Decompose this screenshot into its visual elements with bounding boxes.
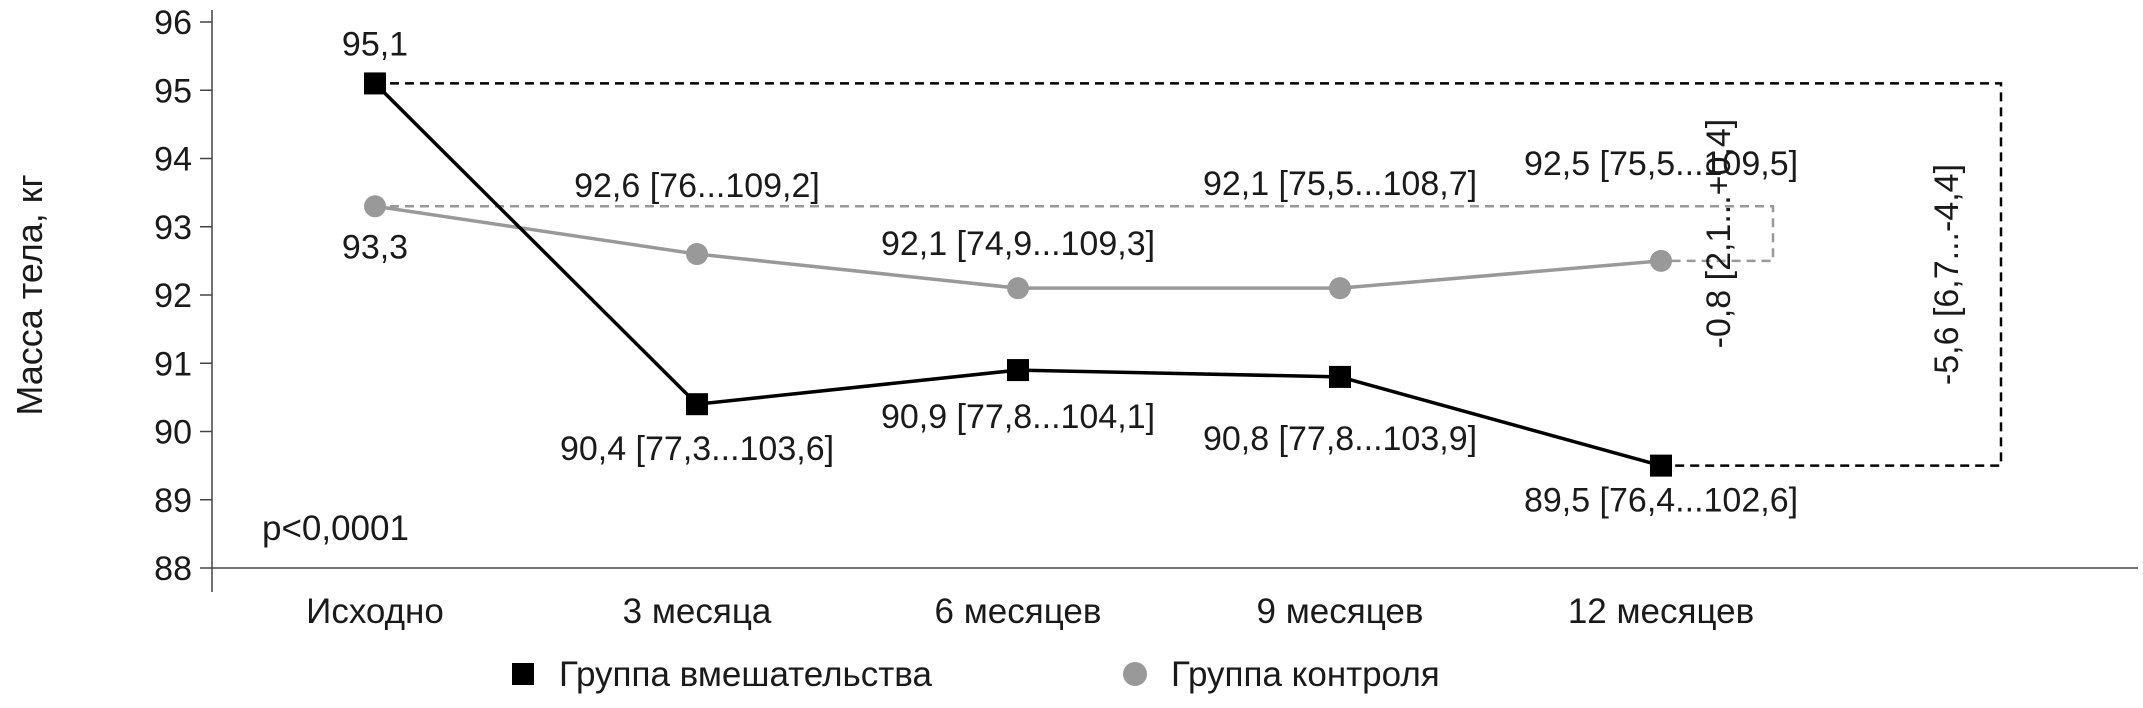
axes: 88 89 90 91 92 93 94 95 96 Масса тела, кг Исходно 3… bbox=[9, 4, 2138, 631]
legend-label: Группа вмешательства bbox=[559, 655, 932, 694]
data-labels: 95,1 90,4 [77,3...103,6] 90,9 [77,8...104,… bbox=[342, 25, 1798, 519]
y-tick-label: 93 bbox=[154, 209, 192, 247]
data-point-circle bbox=[686, 243, 708, 266]
p-value-annotation: p<0,0001 bbox=[262, 509, 409, 548]
y-tick-label: 88 bbox=[154, 550, 192, 588]
y-tick-label: 95 bbox=[154, 72, 192, 110]
data-point-circle bbox=[1329, 277, 1351, 300]
change-annotation-label: -5,6 [6,7...-4,4] bbox=[1928, 164, 1966, 385]
data-point-square bbox=[1007, 359, 1029, 382]
y-tick-label: 96 bbox=[154, 4, 192, 42]
data-point-square bbox=[364, 72, 386, 95]
legend-label: Группа контроля bbox=[1171, 655, 1440, 694]
x-category-label: 9 месяцев bbox=[1257, 592, 1424, 631]
data-label: 95,1 bbox=[342, 25, 408, 63]
y-tick-label: 89 bbox=[154, 482, 192, 520]
x-category-label: 12 месяцев bbox=[1568, 592, 1754, 631]
legend-marker-square bbox=[512, 663, 534, 685]
y-axis-title: Масса тела, кг bbox=[9, 174, 50, 415]
x-category-label: 3 месяца bbox=[623, 592, 772, 631]
data-label: 89,5 [76,4...102,6] bbox=[1524, 482, 1798, 520]
data-label: 92,6 [76...109,2] bbox=[574, 167, 820, 205]
data-label: 92,1 [74,9...109,3] bbox=[881, 225, 1155, 263]
y-tick-label: 90 bbox=[154, 414, 192, 452]
series-layer bbox=[364, 72, 1672, 477]
y-tick-label: 94 bbox=[154, 141, 192, 179]
data-point-circle bbox=[364, 195, 386, 218]
change-bracket bbox=[375, 205, 1775, 263]
data-label: 93,3 bbox=[342, 228, 408, 266]
data-label: 92,1 [75,5...108,7] bbox=[1203, 165, 1477, 203]
change-brackets: -0,8 [2,1...+0,4] -5,6 [6,7...-4,4] bbox=[375, 82, 2003, 467]
data-label: 90,9 [77,8...104,1] bbox=[881, 398, 1155, 436]
data-label: 90,4 [77,3...103,6] bbox=[560, 430, 834, 468]
change-annotation-label: -0,8 [2,1...+0,4] bbox=[1700, 119, 1738, 349]
y-tick-label: 92 bbox=[154, 277, 192, 315]
x-category-label: Исходно bbox=[306, 592, 444, 631]
legend: Группа вмешательства Группа контроля bbox=[512, 655, 1440, 694]
x-category-label: 6 месяцев bbox=[935, 592, 1102, 631]
data-label: 90,8 [77,8...103,9] bbox=[1203, 420, 1477, 458]
data-point-square bbox=[686, 393, 708, 416]
y-tick-label: 91 bbox=[154, 345, 192, 383]
change-bracket bbox=[375, 82, 2003, 467]
data-label: 92,5 [75,5...109,5] bbox=[1524, 145, 1798, 183]
data-point-circle bbox=[1007, 277, 1029, 300]
data-point-circle bbox=[1650, 249, 1672, 272]
data-point-square bbox=[1329, 365, 1351, 388]
data-point-square bbox=[1650, 454, 1672, 477]
legend-marker-circle bbox=[1123, 662, 1147, 686]
